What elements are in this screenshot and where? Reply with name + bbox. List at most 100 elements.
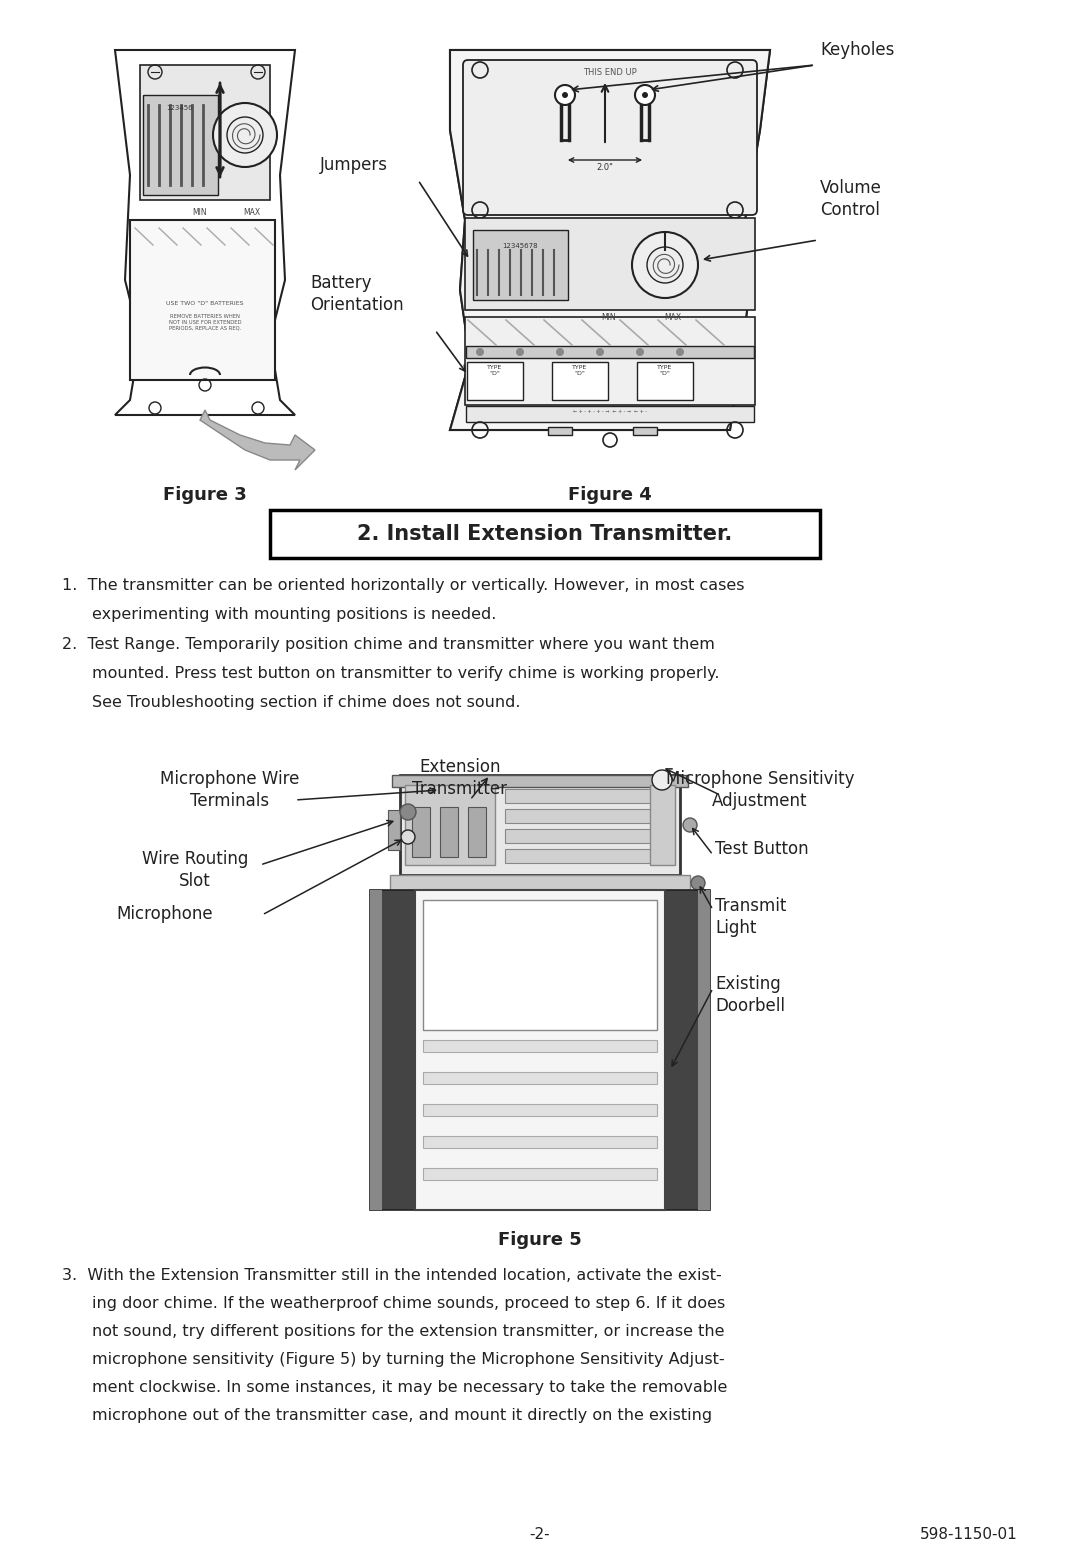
Text: experimenting with mounting positions is needed.: experimenting with mounting positions is… <box>92 607 497 622</box>
Text: See Troubleshooting section if chime does not sound.: See Troubleshooting section if chime doe… <box>92 695 521 709</box>
FancyBboxPatch shape <box>143 95 218 196</box>
Text: 12345678: 12345678 <box>502 244 538 248</box>
Text: ment clockwise. In some instances, it may be necessary to take the removable: ment clockwise. In some instances, it ma… <box>92 1380 727 1395</box>
FancyBboxPatch shape <box>552 362 608 400</box>
Circle shape <box>632 231 698 298</box>
Text: ← + - + - + - →  ← + - →  ← + -: ← + - + - + - → ← + - → ← + - <box>573 410 647 414</box>
FancyBboxPatch shape <box>390 875 690 889</box>
FancyBboxPatch shape <box>423 900 657 1031</box>
Text: TYPE
"D": TYPE "D" <box>487 365 502 376</box>
Text: 2. Install Extension Transmitter.: 2. Install Extension Transmitter. <box>357 525 732 545</box>
FancyBboxPatch shape <box>423 1103 657 1116</box>
FancyBboxPatch shape <box>505 788 654 802</box>
Circle shape <box>400 804 416 819</box>
Circle shape <box>635 85 654 106</box>
Circle shape <box>596 348 604 355</box>
FancyBboxPatch shape <box>423 1072 657 1083</box>
FancyBboxPatch shape <box>370 889 382 1211</box>
Polygon shape <box>200 410 315 470</box>
Text: MAX: MAX <box>243 208 260 217</box>
FancyBboxPatch shape <box>405 785 495 864</box>
Text: 2.  Test Range. Temporarily position chime and transmitter where you want them: 2. Test Range. Temporarily position chim… <box>62 636 715 652</box>
Text: Microphone: Microphone <box>117 905 214 923</box>
Text: Wire Routing
Slot: Wire Routing Slot <box>141 850 248 891</box>
Circle shape <box>401 830 415 844</box>
Circle shape <box>562 92 568 98</box>
FancyBboxPatch shape <box>650 785 675 864</box>
FancyBboxPatch shape <box>370 889 415 1211</box>
Text: Figure 4: Figure 4 <box>568 486 652 504</box>
Text: Microphone Sensitivity
Adjustment: Microphone Sensitivity Adjustment <box>665 770 854 810</box>
Text: Keyholes: Keyholes <box>820 40 894 59</box>
Text: REMOVE BATTERIES WHEN
NOT IN USE FOR EXTENDED
PERIODS, REPLACE AS REQ.: REMOVE BATTERIES WHEN NOT IN USE FOR EXT… <box>168 314 241 331</box>
Text: microphone sensitivity (Figure 5) by turning the Microphone Sensitivity Adjust-: microphone sensitivity (Figure 5) by tur… <box>92 1352 725 1367</box>
Text: Figure 3: Figure 3 <box>163 486 247 504</box>
FancyBboxPatch shape <box>392 774 688 787</box>
Text: Extension
Transmitter: Extension Transmitter <box>413 757 508 798</box>
Circle shape <box>642 92 648 98</box>
FancyBboxPatch shape <box>505 849 654 863</box>
Text: microphone out of the transmitter case, and mount it directly on the existing: microphone out of the transmitter case, … <box>92 1408 712 1423</box>
FancyBboxPatch shape <box>465 217 755 310</box>
FancyBboxPatch shape <box>400 774 680 875</box>
Circle shape <box>691 875 705 889</box>
FancyBboxPatch shape <box>505 809 654 823</box>
Text: TYPE
"D": TYPE "D" <box>658 365 673 376</box>
Circle shape <box>652 770 672 790</box>
FancyBboxPatch shape <box>415 889 665 1211</box>
Polygon shape <box>140 65 270 200</box>
FancyBboxPatch shape <box>423 1169 657 1180</box>
FancyBboxPatch shape <box>465 317 755 405</box>
FancyBboxPatch shape <box>467 362 523 400</box>
Text: 123456: 123456 <box>166 106 193 112</box>
FancyBboxPatch shape <box>633 427 657 435</box>
Text: not sound, try different positions for the extension transmitter, or increase th: not sound, try different positions for t… <box>92 1324 725 1339</box>
Text: Existing
Doorbell: Existing Doorbell <box>715 975 785 1015</box>
Text: TYPE
"D": TYPE "D" <box>572 365 588 376</box>
Text: MAX: MAX <box>664 314 681 321</box>
FancyBboxPatch shape <box>465 407 754 422</box>
Text: Battery
Orientation: Battery Orientation <box>310 273 404 314</box>
Circle shape <box>516 348 524 355</box>
Circle shape <box>683 818 697 832</box>
FancyBboxPatch shape <box>637 362 693 400</box>
Text: 2.0": 2.0" <box>596 163 613 172</box>
FancyBboxPatch shape <box>423 1040 657 1052</box>
Text: Volume
Control: Volume Control <box>820 178 882 219</box>
FancyBboxPatch shape <box>388 810 400 850</box>
Circle shape <box>476 348 484 355</box>
Text: 598-1150-01: 598-1150-01 <box>920 1527 1018 1543</box>
FancyBboxPatch shape <box>411 807 430 857</box>
FancyBboxPatch shape <box>473 230 568 300</box>
Circle shape <box>213 102 276 168</box>
Polygon shape <box>130 220 275 380</box>
Text: THIS END UP: THIS END UP <box>583 68 637 78</box>
Text: Jumpers: Jumpers <box>320 157 388 174</box>
Circle shape <box>636 348 644 355</box>
Text: ing door chime. If the weatherproof chime sounds, proceed to step 6. If it does: ing door chime. If the weatherproof chim… <box>92 1296 726 1311</box>
Text: Figure 5: Figure 5 <box>498 1231 582 1249</box>
Circle shape <box>556 348 564 355</box>
Text: mounted. Press test button on transmitter to verify chime is working properly.: mounted. Press test button on transmitte… <box>92 666 719 681</box>
Polygon shape <box>450 50 770 430</box>
FancyBboxPatch shape <box>548 427 572 435</box>
FancyBboxPatch shape <box>698 889 710 1211</box>
Text: MIN: MIN <box>192 208 207 217</box>
FancyBboxPatch shape <box>440 807 458 857</box>
Circle shape <box>676 348 684 355</box>
FancyBboxPatch shape <box>665 889 710 1211</box>
Text: 1.  The transmitter can be oriented horizontally or vertically. However, in most: 1. The transmitter can be oriented horiz… <box>62 577 744 593</box>
Text: Microphone Wire
Terminals: Microphone Wire Terminals <box>160 770 299 810</box>
Text: USE TWO "D" BATTERIES: USE TWO "D" BATTERIES <box>166 301 244 306</box>
Text: 3.  With the Extension Transmitter still in the intended location, activate the : 3. With the Extension Transmitter still … <box>62 1268 721 1284</box>
Text: MIN: MIN <box>602 314 617 321</box>
Text: -2-: -2- <box>529 1527 551 1543</box>
Circle shape <box>555 85 575 106</box>
Text: Transmit
Light: Transmit Light <box>715 897 786 937</box>
FancyBboxPatch shape <box>423 1136 657 1148</box>
Text: Test Button: Test Button <box>715 840 809 858</box>
FancyBboxPatch shape <box>505 829 654 843</box>
FancyBboxPatch shape <box>463 61 757 216</box>
FancyBboxPatch shape <box>468 807 486 857</box>
FancyBboxPatch shape <box>465 346 754 359</box>
